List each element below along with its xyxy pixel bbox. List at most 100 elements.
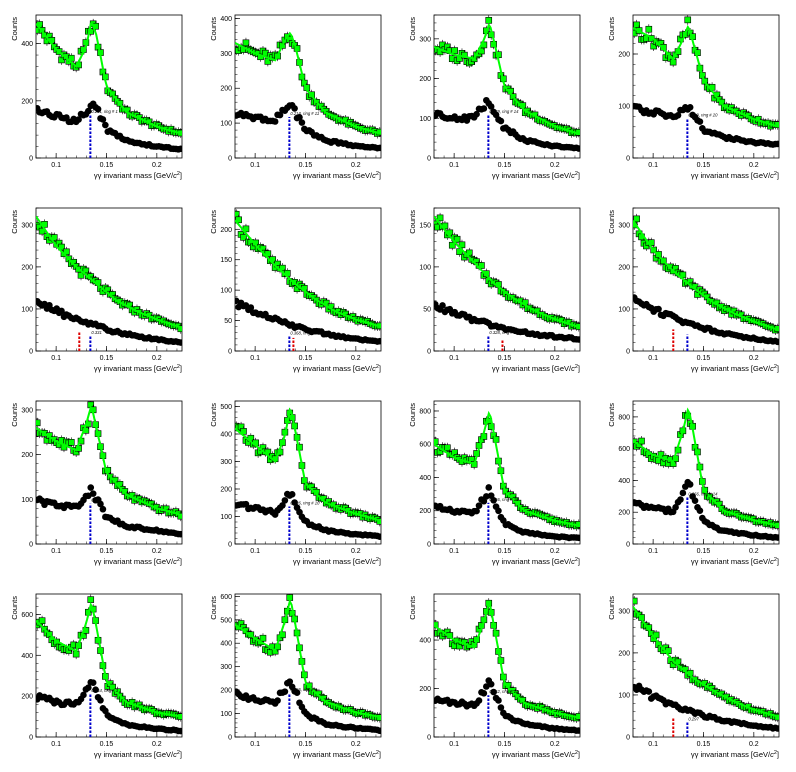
x-tick-label: 0.15 <box>697 548 711 555</box>
x-tick-label: 0.1 <box>449 548 459 555</box>
upper-data-point <box>633 597 638 605</box>
x-axis-label: γγ invariant mass [GeV/c2] <box>94 171 182 180</box>
chart-svg: 0 100 200 300 0.1 0.15 0.2 Counts γγ invariant m… <box>607 207 780 373</box>
x-tick-label: 0.2 <box>152 355 162 362</box>
y-tick-label: 300 <box>220 51 232 58</box>
upper-data-point <box>485 17 493 24</box>
x-tick-label: 0.1 <box>449 741 459 748</box>
y-tick-label: 50 <box>224 318 232 325</box>
x-tick-label: 0.2 <box>749 741 759 748</box>
lower-data-point <box>298 119 306 126</box>
lower-data-point <box>288 491 296 498</box>
x-tick-label: 0.15 <box>697 162 711 169</box>
y-tick-label: 300 <box>618 222 630 229</box>
plot-area <box>434 212 580 351</box>
chart-panel: 0 200 400 600 0.1 0.15 0.2 Counts γγ invariant m… <box>0 579 199 772</box>
x-tick-label: 0.15 <box>100 548 114 555</box>
upper-data-point <box>87 596 95 603</box>
plot-frame <box>632 207 780 352</box>
y-tick-label: 400 <box>419 638 431 645</box>
y-tick-label: 400 <box>21 41 33 48</box>
lower-data-point <box>94 105 102 113</box>
lower-data-point <box>497 704 505 711</box>
chart-svg: 0 50 100 150 0.1 0.15 0.2 Counts γγ invariant ma… <box>408 207 581 373</box>
y-tick-label: 200 <box>618 650 630 657</box>
x-tick-label: 0.1 <box>250 741 260 748</box>
chart-svg: 0 200 400 0.1 0.15 0.2 Counts γγ invariant mass… <box>10 14 183 180</box>
lower-data-point <box>247 304 255 311</box>
y-tick-label: 0 <box>228 349 232 356</box>
x-tick-label: 0.2 <box>351 548 361 555</box>
annotation-label: 0.362, ring # 12 <box>489 689 519 694</box>
x-tick-label: 0.1 <box>250 548 260 555</box>
y-tick-label: 200 <box>618 52 630 59</box>
y-tick-label: 0 <box>228 156 232 163</box>
lower-data-point <box>274 697 281 704</box>
x-tick-label: 0.1 <box>648 548 658 555</box>
fit-curve <box>235 598 381 719</box>
fit-curve <box>633 220 779 331</box>
x-axis-label: γγ invariant mass [GeV/c2] <box>293 171 381 180</box>
upper-data-point <box>434 621 439 629</box>
plot-frame <box>234 207 382 352</box>
y-tick-label: 300 <box>419 36 431 43</box>
chart-svg: 0 100 200 300 0.1 0.15 0.2 Counts γγ invariant m… <box>10 400 183 566</box>
x-axis-label: γγ invariant mass [GeV/c2] <box>691 557 779 566</box>
x-tick-label: 0.2 <box>749 355 759 362</box>
lower-data-point <box>679 489 687 497</box>
upper-data-point <box>684 16 692 24</box>
upper-data-point <box>242 39 250 47</box>
y-tick-label: 0 <box>228 542 232 549</box>
x-axis-label: γγ invariant mass [GeV/c2] <box>691 171 779 180</box>
lower-data-point <box>376 727 381 735</box>
x-axis-label: γγ invariant mass [GeV/c2] <box>94 750 182 759</box>
lower-data-point <box>97 697 104 704</box>
upper-data-point <box>633 215 640 223</box>
lower-data-point <box>480 689 488 697</box>
lower-data-point <box>480 105 488 112</box>
lower-data-point <box>271 118 279 125</box>
y-tick-label: 0 <box>228 735 232 742</box>
x-tick-label: 0.1 <box>51 741 61 748</box>
upper-data-point <box>259 634 267 642</box>
lower-data-point <box>575 336 580 343</box>
y-tick-label: 100 <box>21 497 33 504</box>
lower-data-point <box>58 307 65 315</box>
lower-data-point <box>85 107 92 115</box>
upper-data-point <box>67 439 75 446</box>
chart-panel: 0 100 200 300 0.1 0.15 0.2 Counts γγ invariant m… <box>597 579 796 772</box>
y-tick-label: 0 <box>29 349 33 356</box>
x-axis-label: γγ invariant mass [GeV/c2] <box>492 750 580 759</box>
chart-panel: 0 100 200 300 0.1 0.15 0.2 Counts γγ invariant m… <box>597 193 796 386</box>
lower-data-point <box>291 499 298 506</box>
plot-frame <box>234 593 382 738</box>
y-axis-label: Counts <box>209 403 218 427</box>
lower-data-point <box>686 103 694 111</box>
y-tick-label: 100 <box>618 692 630 699</box>
lower-data-point <box>87 484 95 491</box>
plot-area <box>434 15 580 158</box>
plot-area <box>633 213 779 351</box>
fit-curve <box>36 405 182 516</box>
lower-data-point <box>686 481 694 488</box>
y-tick-label: 0 <box>29 735 33 742</box>
lower-data-point <box>575 534 580 542</box>
lower-data-point <box>177 530 182 538</box>
y-axis-label: Counts <box>10 596 19 620</box>
fit-curve <box>36 22 182 135</box>
y-tick-label: 300 <box>220 664 232 671</box>
y-tick-label: 400 <box>21 653 33 660</box>
fit-curve <box>235 31 381 135</box>
plot-area <box>36 401 182 544</box>
lower-data-point <box>99 116 107 123</box>
chart-panel: 0 100 200 300 0.1 0.15 0.2 Counts γγ invariant m… <box>398 0 597 193</box>
x-tick-label: 0.15 <box>299 355 313 362</box>
chart-panel: 0 100 200 300 0.1 0.15 0.2 Counts γγ invariant m… <box>0 193 199 386</box>
lower-data-point <box>674 111 682 119</box>
fit-curve <box>434 600 580 719</box>
x-tick-label: 0.2 <box>550 162 560 169</box>
x-axis-label: γγ invariant mass [GeV/c2] <box>691 750 779 759</box>
x-tick-label: 0.1 <box>449 162 459 169</box>
upper-data-point <box>451 47 458 54</box>
